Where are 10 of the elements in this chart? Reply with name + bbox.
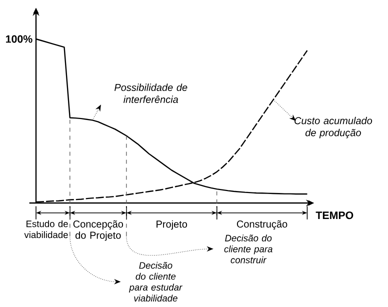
legend-label: Custo acumulado de produção <box>294 116 372 138</box>
x-axis-title: TEMPO <box>316 212 354 220</box>
text: Possibilidade de interferência <box>114 84 188 104</box>
text: Decisão do cliente para estudar viabilidade <box>129 262 182 302</box>
text: Construção <box>236 220 288 230</box>
text: Decisão do cliente para construir <box>224 234 272 264</box>
text: Projeto <box>156 220 188 230</box>
text: Estudo de viabilidade <box>24 220 68 238</box>
text: Concepção do Projeto <box>73 220 124 241</box>
annotation: 100% <box>6 35 32 43</box>
